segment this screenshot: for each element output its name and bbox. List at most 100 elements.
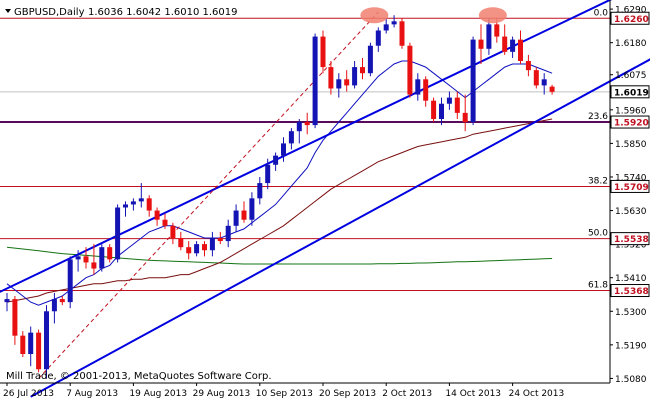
- candle: [154, 207, 160, 226]
- candle: [123, 201, 128, 217]
- channel-lower-line: [30, 58, 650, 398]
- symbol-timeframe: GBPUSD,Daily: [14, 7, 85, 18]
- candle-body: [75, 256, 81, 260]
- slow-moving-average: [6, 246, 553, 265]
- candle-body: [415, 79, 421, 95]
- candle-body: [281, 143, 286, 156]
- candle-body: [296, 122, 302, 132]
- dropdown-triangle-icon[interactable]: [5, 9, 11, 13]
- candle: [83, 247, 89, 269]
- candle-body: [20, 335, 26, 355]
- fib-ratio-label: 50.0: [588, 229, 608, 239]
- price-box-label: 1.5709: [614, 183, 649, 193]
- y-tick-label: 1.5630: [615, 207, 647, 217]
- candle: [115, 204, 121, 263]
- candle: [233, 204, 239, 232]
- candle-body: [209, 238, 215, 251]
- candle: [478, 24, 484, 65]
- candle: [312, 33, 318, 129]
- candle-body: [51, 299, 57, 312]
- candle: [407, 42, 413, 98]
- fib-price-tag: 1.5368: [610, 284, 650, 298]
- candle: [217, 231, 223, 245]
- fib-swing-line: [38, 11, 379, 379]
- candle: [146, 195, 152, 217]
- candle: [510, 36, 516, 58]
- candle-body: [502, 36, 508, 52]
- candle-body: [494, 24, 500, 37]
- candle: [446, 91, 452, 110]
- candle: [454, 91, 460, 119]
- candle: [273, 152, 279, 171]
- candle-body: [407, 45, 413, 95]
- price-box-label: 1.5368: [614, 287, 649, 297]
- y-tick-label: 1.6290: [615, 6, 647, 16]
- candle-body: [336, 79, 342, 89]
- top-marker-ellipse: [360, 7, 389, 24]
- candle: [99, 244, 105, 272]
- candle-body: [367, 45, 373, 74]
- candle-body: [241, 210, 247, 220]
- candle-body: [91, 262, 97, 269]
- candle-body: [36, 332, 42, 370]
- candle: [51, 292, 57, 324]
- price-box: [610, 284, 650, 298]
- candle: [304, 112, 310, 135]
- y-tick-label: 1.5190: [615, 341, 647, 351]
- candle: [107, 244, 113, 263]
- candle: [533, 67, 539, 89]
- candle: [202, 241, 207, 257]
- candle-body: [486, 24, 492, 49]
- candle-body: [328, 67, 334, 89]
- candle: [439, 97, 444, 126]
- candle: [296, 118, 302, 144]
- y-tick-label: 1.5960: [615, 106, 647, 116]
- top-marker-ellipse: [478, 7, 507, 24]
- candle: [470, 36, 476, 126]
- candle-body: [154, 210, 160, 220]
- fib-price-tag: 1.5709: [610, 179, 650, 193]
- copyright-text: Mill Trade, © 2001-2013, MetaQuotes Soft…: [6, 371, 272, 382]
- candle-body: [344, 79, 350, 86]
- candle-body: [44, 311, 49, 370]
- candle-body: [470, 39, 476, 123]
- price-box-label: 1.6019: [614, 88, 649, 98]
- x-tick-label: 2 Oct 2013: [382, 389, 432, 399]
- candle: [344, 70, 350, 92]
- candle-body: [225, 225, 231, 242]
- price-box-label: 1.6260: [614, 15, 649, 25]
- candle-body: [233, 210, 239, 226]
- price-box-label: 1.5920: [614, 119, 649, 129]
- ohlc-values: 1.6036 1.6042 1.6010 1.6019: [88, 7, 238, 18]
- candle: [383, 18, 389, 34]
- candle: [20, 331, 26, 358]
- candle: [249, 192, 255, 226]
- fib-price-tag: 1.5920: [610, 115, 650, 129]
- candle: [431, 97, 437, 123]
- candle: [265, 158, 271, 190]
- candle-body: [446, 97, 452, 104]
- candle-body: [202, 244, 207, 251]
- candle-body: [478, 39, 484, 49]
- candle-body: [399, 21, 405, 46]
- candle: [44, 305, 49, 379]
- candle-body: [462, 112, 468, 123]
- y-tick-label: 1.6180: [615, 39, 647, 49]
- candle-body: [304, 122, 310, 126]
- candle-body: [383, 24, 389, 31]
- candle: [59, 296, 65, 306]
- fib-ratio-label: 61.8: [588, 281, 608, 291]
- price-box: [610, 115, 650, 129]
- candle-body: [194, 244, 200, 254]
- candle-body: [423, 79, 429, 101]
- candle: [518, 30, 523, 65]
- candle-body: [186, 247, 192, 254]
- candle-body: [12, 299, 18, 336]
- price-box: [610, 179, 650, 193]
- candle-body: [541, 79, 547, 86]
- candle-body: [391, 21, 397, 25]
- candle: [328, 60, 334, 95]
